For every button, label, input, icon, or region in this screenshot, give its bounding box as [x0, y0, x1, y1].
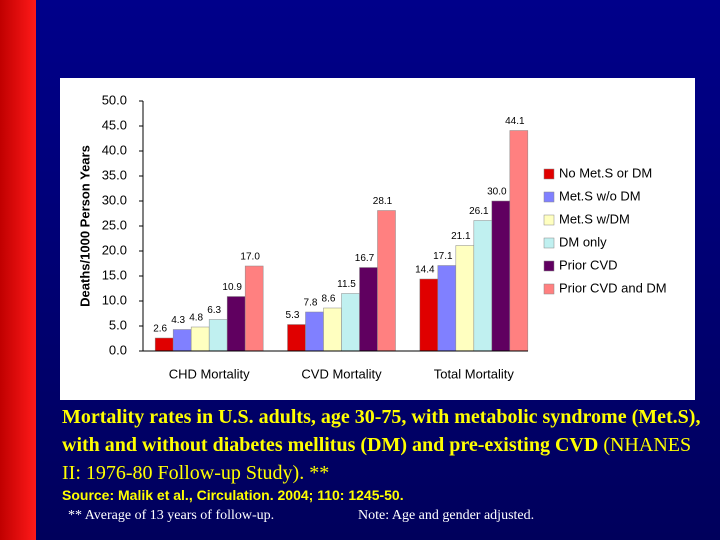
- value-label: 44.1: [505, 116, 525, 127]
- value-label: 17.1: [433, 251, 453, 262]
- bar: [305, 311, 324, 352]
- x-tick-label: CVD Mortality: [301, 366, 382, 381]
- y-tick-label: 45.0: [102, 117, 127, 132]
- value-label: 4.8: [189, 313, 203, 324]
- source: Source: Malik et al., Circulation. 2004;…: [62, 487, 404, 503]
- value-label: 21.1: [451, 231, 471, 242]
- y-tick-label: 15.0: [102, 267, 127, 282]
- value-label: 17.0: [240, 252, 260, 263]
- value-label: 6.3: [207, 305, 221, 316]
- y-tick-label: 40.0: [102, 142, 127, 157]
- value-label: 4.3: [171, 315, 185, 326]
- bar: [244, 265, 264, 352]
- value-label: 16.7: [355, 253, 375, 264]
- y-tick-label: 10.0: [102, 292, 127, 307]
- legend-swatch: [543, 237, 555, 249]
- legend-label: Met.S w/DM: [559, 211, 630, 226]
- bar: [172, 329, 192, 352]
- bar: [287, 324, 306, 352]
- caption-normal: (NHANES II: 1976-80 Follow-up Study). **: [62, 434, 692, 484]
- y-tick-label: 50.0: [102, 92, 127, 107]
- side-strip: [0, 0, 36, 540]
- legend-label: Prior CVD and DM: [559, 280, 667, 295]
- caption-bold: Mortality rates in U.S. adults, age 30-7…: [62, 406, 701, 456]
- bar: [341, 293, 360, 352]
- value-label: 8.6: [322, 294, 336, 305]
- legend-swatch: [543, 283, 555, 295]
- footnote: ** Average of 13 years of follow-up.: [68, 508, 275, 523]
- legend-label: Prior CVD: [559, 257, 618, 272]
- bar: [509, 130, 529, 352]
- bar: [437, 265, 457, 352]
- bar: [154, 337, 174, 352]
- x-tick-label: Total Mortality: [434, 366, 515, 381]
- y-tick-label: 25.0: [102, 217, 127, 232]
- bar: [359, 267, 378, 352]
- legend-swatch: [543, 191, 555, 203]
- bar: [455, 245, 475, 352]
- bar: [419, 278, 439, 352]
- bar: [323, 307, 342, 352]
- y-tick-label: 5.0: [109, 317, 127, 332]
- bar: [208, 319, 228, 352]
- note: Note: Age and gender adjusted.: [358, 508, 535, 523]
- value-label: 14.4: [415, 265, 435, 276]
- y-axis-label: Deaths/1000 Person Years: [77, 145, 92, 307]
- y-tick-label: 35.0: [102, 167, 127, 182]
- y-tick-label: 0.0: [109, 342, 127, 357]
- legend-label: Met.S w/o DM: [559, 188, 641, 203]
- value-label: 30.0: [487, 187, 507, 198]
- bar: [491, 200, 511, 352]
- value-label: 11.5: [337, 279, 356, 290]
- y-tick-label: 20.0: [102, 242, 127, 257]
- x-tick-label: CHD Mortality: [169, 366, 250, 381]
- legend-swatch: [543, 168, 555, 180]
- legend-label: No Met.S or DM: [559, 165, 652, 180]
- caption: Mortality rates in U.S. adults, age 30-7…: [62, 403, 712, 487]
- value-label: 26.1: [469, 206, 489, 217]
- value-label: 2.6: [153, 324, 167, 335]
- legend-swatch: [543, 214, 555, 226]
- y-tick-label: 30.0: [102, 192, 127, 207]
- value-label: 5.3: [286, 310, 300, 321]
- legend-swatch: [543, 260, 555, 272]
- bar: [190, 326, 210, 352]
- value-label: 7.8: [304, 298, 318, 309]
- bar: [226, 296, 246, 352]
- legend-label: DM only: [559, 234, 607, 249]
- bar: [377, 210, 396, 352]
- bar: [473, 220, 493, 352]
- value-label: 10.9: [222, 282, 242, 293]
- value-label: 28.1: [373, 196, 393, 207]
